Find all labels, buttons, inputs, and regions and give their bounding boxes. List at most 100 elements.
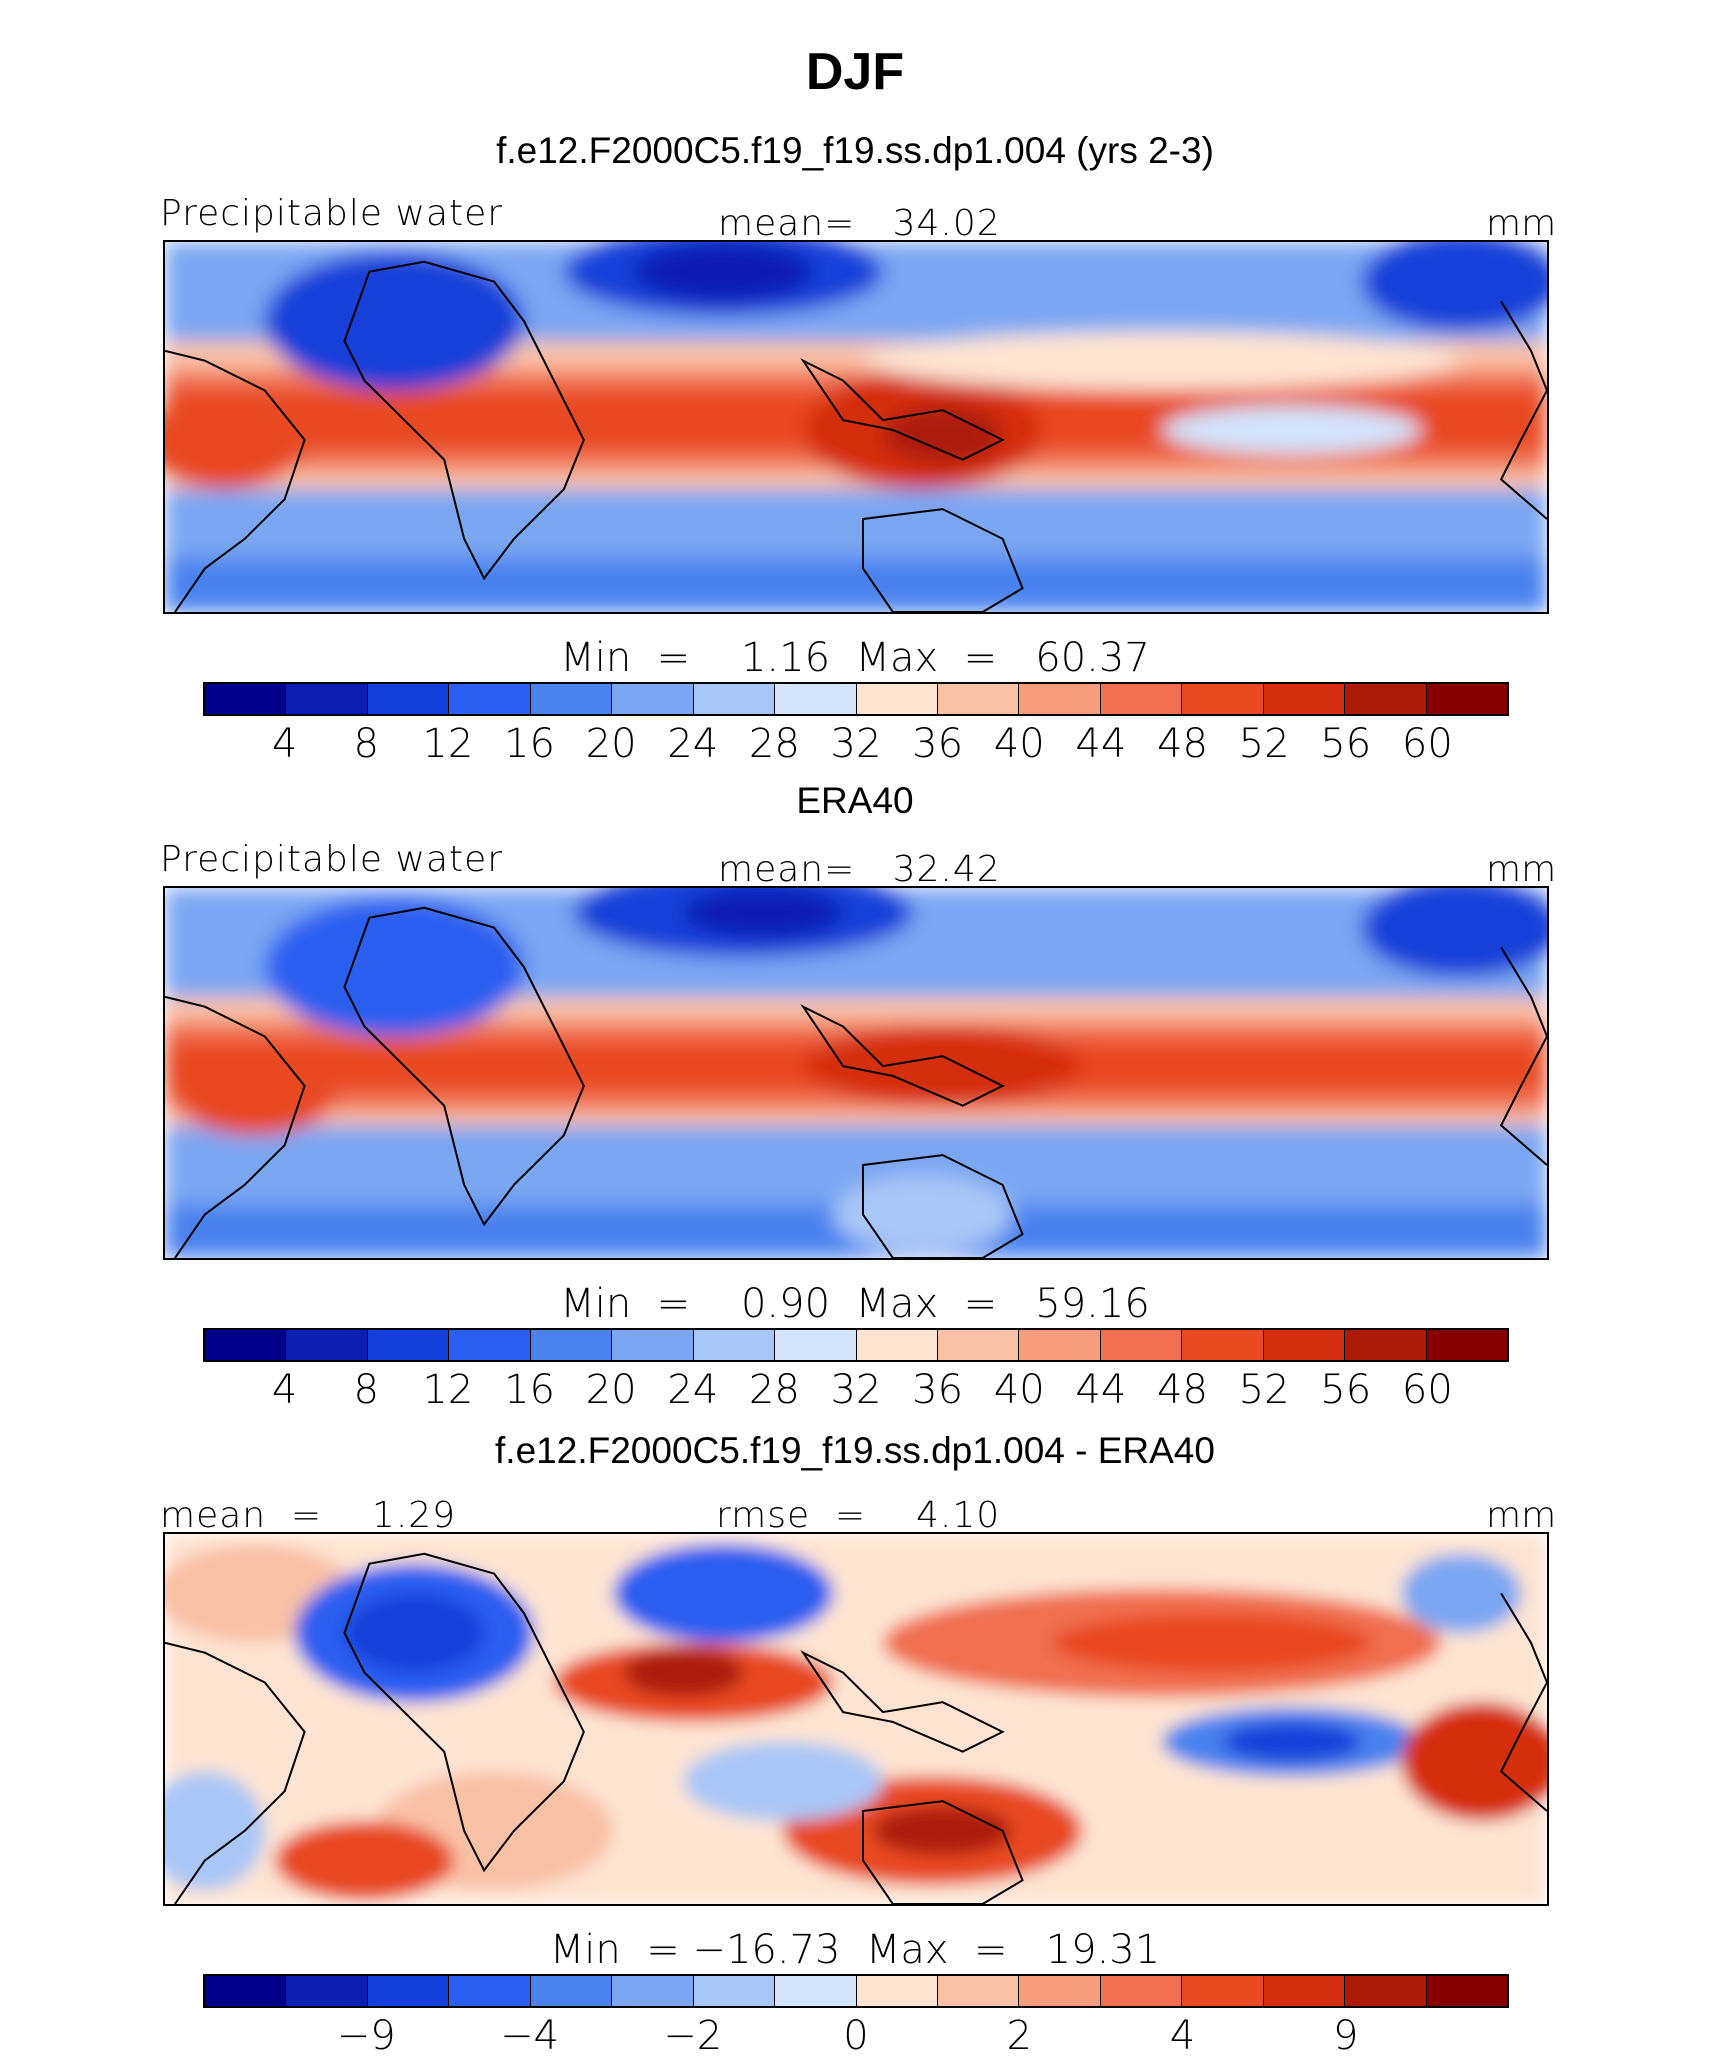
colorbar-swatch	[775, 1330, 857, 1360]
colorbar-swatch	[612, 1976, 694, 2006]
panel-1-colorbar-ticks: 4 8 12 16 20 24 28 32 36 40 44 48 52 56 60	[203, 724, 1509, 768]
panel-2-title: ERA40	[796, 780, 914, 821]
colorbar-tick-label: −2	[663, 2013, 723, 2059]
colorbar-swatch	[286, 1330, 368, 1360]
colorbar-tick-label: 12	[422, 1367, 474, 1413]
panel-1-variable-label: Precipitable water	[160, 193, 504, 234]
colorbar-tick-label: 16	[504, 1367, 555, 1413]
colorbar-swatch	[1019, 1976, 1101, 2006]
colorbar-swatch	[775, 684, 857, 714]
panel-3-colorbar-ticks: −9 −4 −2 0 2 4 9	[203, 2016, 1509, 2060]
colorbar-swatch	[1100, 1330, 1183, 1360]
panel-3-coastlines	[165, 1552, 1547, 1904]
panel-3-contour-field	[165, 1534, 1547, 1904]
colorbar-swatch	[449, 1330, 531, 1360]
colorbar-tick-label: 60	[1401, 721, 1453, 767]
colorbar-tick-label: 12	[422, 721, 474, 767]
panel-1-minmax: Min = 1.16 Max = 60.37	[560, 635, 1150, 681]
colorbar-swatch	[937, 684, 1020, 714]
colorbar-tick-label: 52	[1238, 1367, 1290, 1413]
colorbar-swatch	[1019, 1330, 1101, 1360]
colorbar-tick-label: 28	[748, 721, 800, 767]
panel-3-map	[163, 1532, 1549, 1906]
colorbar-tick-label: 32	[830, 1367, 882, 1413]
colorbar-swatch	[367, 1330, 450, 1360]
colorbar-tick-label: 8	[353, 1367, 379, 1413]
panel-3-minmax: Min = −16.73 Max = 19.31	[549, 1927, 1161, 1973]
colorbar-swatch	[1182, 1330, 1264, 1360]
colorbar-tick-label: −9	[336, 2013, 396, 2059]
colorbar-tick-label: 28	[748, 1367, 800, 1413]
colorbar-swatch	[693, 1330, 776, 1360]
colorbar-swatch	[1263, 1330, 1346, 1360]
colorbar-tick-label: 4	[271, 721, 298, 767]
colorbar-swatch	[856, 1976, 938, 2006]
colorbar-swatch	[693, 684, 776, 714]
panel-2-mean-label: mean= 32.42	[718, 849, 1001, 890]
panel-2-unit-label: mm	[1486, 849, 1557, 890]
colorbar-swatch	[530, 1976, 613, 2006]
colorbar-tick-label: 36	[912, 1367, 964, 1413]
colorbar-swatch	[530, 1330, 613, 1360]
colorbar-swatch	[937, 1330, 1020, 1360]
colorbar-tick-label: 48	[1157, 1367, 1208, 1413]
colorbar-swatch	[1426, 684, 1507, 714]
colorbar-tick-label: 60	[1401, 1367, 1453, 1413]
panel-2-map	[163, 886, 1549, 1260]
panel-1-map	[163, 240, 1549, 614]
colorbar-swatch	[1100, 1976, 1183, 2006]
colorbar-tick-label: 20	[585, 1367, 637, 1413]
panel-3-unit-label: mm	[1486, 1495, 1557, 1536]
colorbar-tick-label: 44	[1075, 721, 1127, 767]
panel-2-minmax: Min = 0.90 Max = 59.16	[560, 1281, 1150, 1327]
colorbar-swatch	[856, 684, 938, 714]
panel-1-colorbar	[203, 682, 1509, 716]
colorbar-swatch	[1100, 684, 1183, 714]
colorbar-swatch	[1182, 684, 1264, 714]
colorbar-tick-label: −4	[500, 2013, 559, 2059]
figure-title: DJF	[805, 43, 905, 101]
colorbar-tick-label: 4	[271, 1367, 298, 1413]
colorbar-tick-label: 2	[1006, 2013, 1032, 2059]
colorbar-swatch	[205, 684, 287, 714]
colorbar-tick-label: 8	[353, 721, 379, 767]
panel-2-variable-label: Precipitable water	[160, 839, 504, 880]
colorbar-swatch	[449, 684, 531, 714]
panel-1-mean-label: mean= 34.02	[718, 203, 1001, 244]
panel-2-contour-field	[165, 888, 1547, 1258]
colorbar-tick-label: 48	[1157, 721, 1208, 767]
colorbar-tick-label: 40	[993, 1367, 1045, 1413]
panel-1-title: f.e12.F2000C5.f19_f19.ss.dp1.004 (yrs 2-…	[496, 130, 1214, 171]
colorbar-swatch	[1426, 1976, 1507, 2006]
colorbar-swatch	[775, 1976, 857, 2006]
colorbar-tick-label: 56	[1320, 721, 1372, 767]
colorbar-tick-label: 52	[1238, 721, 1290, 767]
colorbar-swatch	[286, 684, 368, 714]
panel-3-colorbar	[203, 1974, 1509, 2008]
colorbar-swatch	[856, 1330, 938, 1360]
panel-1-contour-field	[165, 242, 1547, 612]
panel-2-colorbar-ticks: 4 8 12 16 20 24 28 32 36 40 44 48 52 56 60	[203, 1370, 1509, 1414]
colorbar-tick-label: 4	[1169, 2013, 1196, 2059]
colorbar-swatch	[1263, 684, 1346, 714]
colorbar-tick-label: 0	[843, 2013, 869, 2059]
panel-3-rmse-label: rmse = 4.10	[716, 1495, 1001, 1536]
panel-2-colorbar	[203, 1328, 1509, 1362]
colorbar-swatch	[205, 1330, 287, 1360]
panel-2-coastlines	[165, 906, 1547, 1258]
colorbar-swatch	[286, 1976, 368, 2006]
colorbar-tick-label: 40	[993, 721, 1045, 767]
colorbar-swatch	[367, 684, 450, 714]
panel-3-mean-label: mean = 1.29	[160, 1495, 457, 1536]
colorbar-swatch	[1345, 1976, 1427, 2006]
colorbar-swatch	[1182, 1976, 1264, 2006]
colorbar-swatch	[449, 1976, 531, 2006]
colorbar-swatch	[1263, 1976, 1346, 2006]
colorbar-tick-label: 44	[1075, 1367, 1127, 1413]
colorbar-swatch	[937, 1976, 1020, 2006]
colorbar-tick-label: 24	[667, 721, 719, 767]
colorbar-tick-label: 16	[504, 721, 555, 767]
colorbar-swatch	[1019, 684, 1101, 714]
colorbar-swatch	[693, 1976, 776, 2006]
colorbar-swatch	[612, 1330, 694, 1360]
